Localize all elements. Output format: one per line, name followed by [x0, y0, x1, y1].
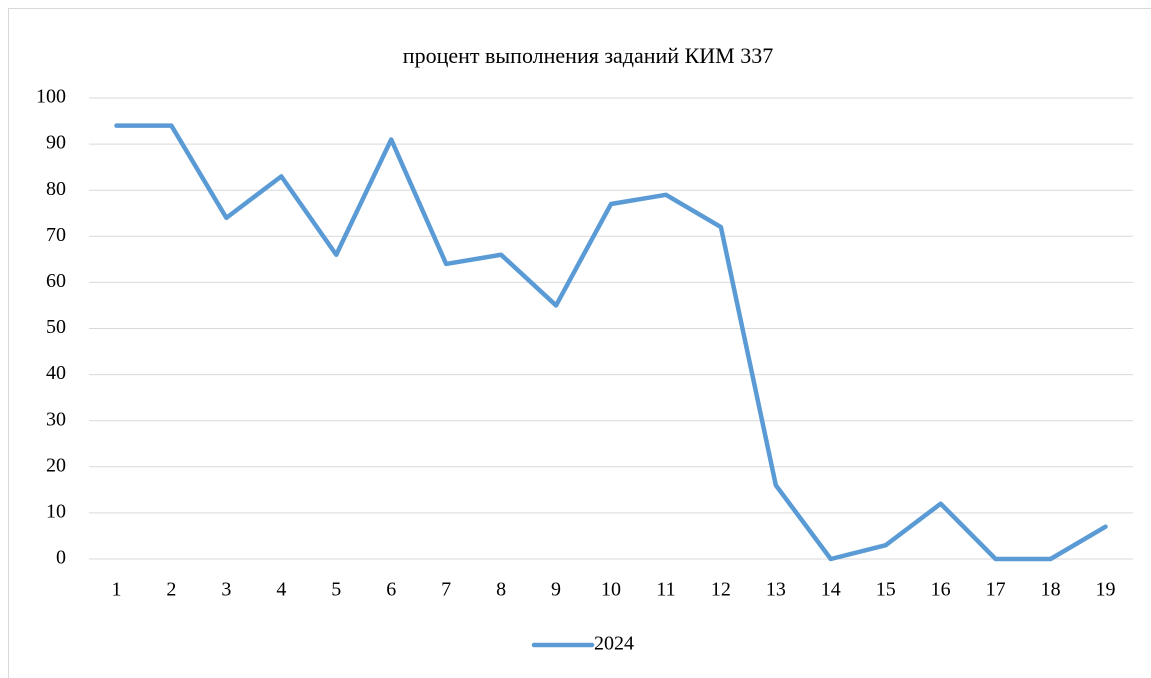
x-tick-label: 16	[931, 579, 951, 601]
x-tick-label: 9	[551, 579, 561, 601]
y-tick-label: 20	[46, 454, 66, 476]
chart-border	[8, 8, 1151, 678]
x-tick-label: 12	[711, 579, 731, 601]
y-tick-label: 40	[46, 362, 66, 384]
x-tick-label: 10	[601, 579, 621, 601]
y-tick-label: 30	[46, 408, 66, 430]
x-tick-label: 4	[276, 579, 286, 601]
x-tick-label: 15	[876, 579, 896, 601]
x-tick-label: 13	[766, 579, 786, 601]
legend-label: 2024	[594, 633, 634, 655]
x-tick-label: 5	[331, 579, 341, 601]
x-tick-label: 3	[221, 579, 231, 601]
x-tick-label: 1	[111, 579, 121, 601]
y-tick-label: 100	[36, 86, 66, 108]
y-tick-label: 10	[46, 500, 66, 522]
x-tick-label: 6	[386, 579, 396, 601]
x-tick-label: 2	[166, 579, 176, 601]
y-tick-label: 50	[46, 316, 66, 338]
y-tick-label: 60	[46, 270, 66, 292]
y-tick-label: 70	[46, 224, 66, 246]
x-tick-label: 7	[441, 579, 451, 601]
y-tick-label: 90	[46, 132, 66, 154]
y-tick-label: 0	[56, 547, 66, 569]
y-tick-label: 80	[46, 178, 66, 200]
x-tick-label: 19	[1096, 579, 1116, 601]
x-tick-label: 11	[656, 579, 675, 601]
x-tick-label: 8	[496, 579, 506, 601]
x-tick-label: 14	[821, 579, 841, 601]
data-line	[114, 123, 1108, 562]
x-tick-label: 18	[1041, 579, 1061, 601]
chart-title: процент выполнения заданий КИМ 337	[403, 43, 773, 68]
x-tick-label: 17	[986, 579, 1006, 601]
